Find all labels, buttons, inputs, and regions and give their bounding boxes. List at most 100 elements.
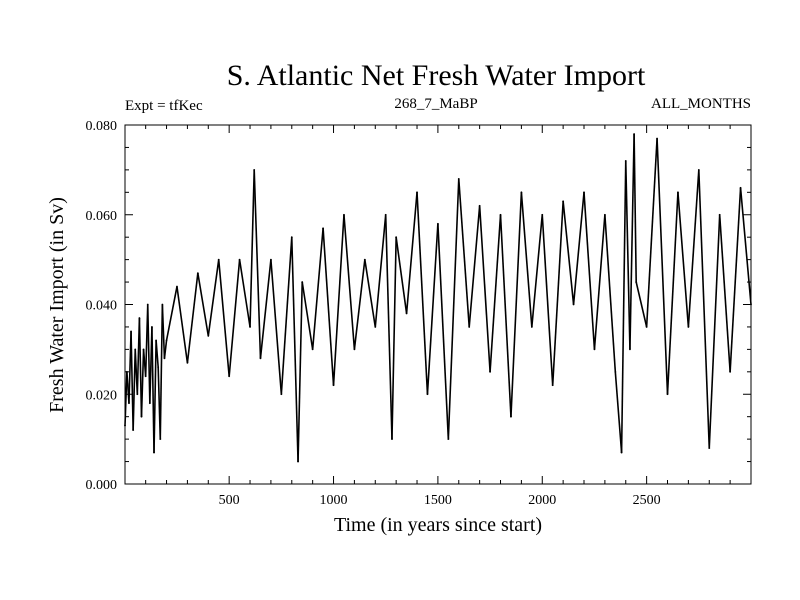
data-point — [140, 415, 143, 418]
x-tick-label: 2000 — [528, 493, 556, 508]
series-segment — [163, 340, 168, 359]
x-axis-label: Time (in years since start) — [334, 514, 542, 536]
series-segment — [520, 192, 533, 327]
data-point — [196, 272, 199, 274]
y-axis-label: Fresh Water Import (in Sv) — [46, 197, 68, 413]
series-segment — [405, 192, 418, 314]
data-point — [176, 285, 178, 288]
data-point — [510, 415, 512, 418]
subtitle-left: Expt = tfKec — [125, 98, 203, 114]
data-point — [718, 213, 721, 216]
series-segment — [531, 214, 544, 328]
series-segment — [176, 286, 189, 363]
series-segment — [301, 281, 314, 350]
data-point — [520, 191, 523, 194]
y-tick-label: 0.000 — [86, 478, 118, 493]
data-point — [739, 186, 742, 189]
series-segment — [249, 169, 256, 327]
data-point — [161, 303, 164, 306]
series-segment — [153, 340, 157, 453]
series-segment — [677, 192, 690, 327]
series-segment — [729, 187, 742, 372]
x-tick-label: 1500 — [424, 493, 452, 508]
series-0 — [124, 133, 752, 463]
series-segment — [270, 259, 283, 395]
series-segment — [478, 205, 491, 372]
series-segment — [311, 228, 324, 350]
data-point — [301, 281, 304, 283]
data-point — [614, 370, 617, 373]
data-point — [478, 204, 481, 207]
data-point — [146, 303, 149, 306]
ticks-layer: 500 1000 1500 2000 2500 0.000 0.020 0.040 0.060 0… — [86, 119, 751, 508]
series-segment — [253, 169, 262, 359]
series-segment — [426, 223, 439, 395]
series-segment — [620, 160, 627, 453]
series-segment — [138, 317, 143, 417]
data-point — [583, 191, 585, 194]
y-tick-label: 0.080 — [86, 119, 118, 134]
series-segment — [447, 178, 460, 440]
series-segment — [656, 138, 669, 395]
data-point — [384, 213, 387, 216]
data-point — [374, 326, 377, 328]
data-point — [436, 222, 439, 225]
series-segment — [629, 133, 635, 350]
data-point — [426, 393, 429, 396]
series-segment — [708, 214, 721, 449]
series-segment — [614, 371, 623, 453]
data-point — [363, 258, 366, 261]
data-point — [259, 357, 262, 360]
series-segment — [353, 259, 366, 350]
data-point — [489, 370, 491, 373]
series-segment — [489, 214, 502, 372]
data-point — [128, 402, 130, 405]
data-point — [395, 236, 398, 239]
data-point — [391, 438, 393, 441]
data-point — [332, 384, 335, 387]
data-point — [148, 402, 151, 405]
series-segment — [541, 214, 554, 386]
series-segment — [624, 160, 631, 350]
series-segment — [633, 133, 637, 283]
data-point — [541, 213, 544, 216]
data-point — [635, 281, 638, 283]
series-segment — [280, 237, 293, 395]
data-point — [134, 348, 137, 351]
series-segment — [165, 286, 178, 341]
series-segment — [197, 272, 210, 337]
data-point — [633, 133, 636, 135]
series-segment — [322, 228, 335, 386]
series-segment — [259, 259, 272, 359]
series-segment — [297, 282, 304, 462]
series-segment — [562, 201, 575, 305]
series-segment — [374, 214, 387, 328]
data-point — [593, 348, 596, 351]
series-segment — [140, 349, 145, 417]
series-segment — [228, 259, 241, 377]
series-segment — [290, 237, 299, 462]
y-tick-label: 0.060 — [86, 209, 118, 224]
data-point — [228, 375, 231, 378]
series-layer — [124, 133, 752, 463]
data-point — [238, 258, 241, 261]
data-point — [562, 200, 565, 203]
series-segment — [217, 259, 230, 377]
data-point — [297, 460, 299, 463]
data-point — [249, 326, 251, 328]
series-segment — [155, 340, 159, 368]
series-segment — [499, 214, 512, 417]
data-point — [159, 438, 162, 441]
data-point — [656, 137, 658, 140]
data-point — [468, 326, 471, 328]
data-point — [405, 312, 408, 315]
subtitle-center: 268_7_MaBP — [394, 96, 477, 112]
data-point — [666, 393, 669, 396]
data-point — [708, 447, 711, 449]
data-point — [530, 326, 533, 328]
data-point — [353, 348, 356, 351]
data-point — [253, 168, 256, 171]
x-tick-label: 2500 — [633, 493, 661, 508]
data-point — [186, 361, 189, 364]
